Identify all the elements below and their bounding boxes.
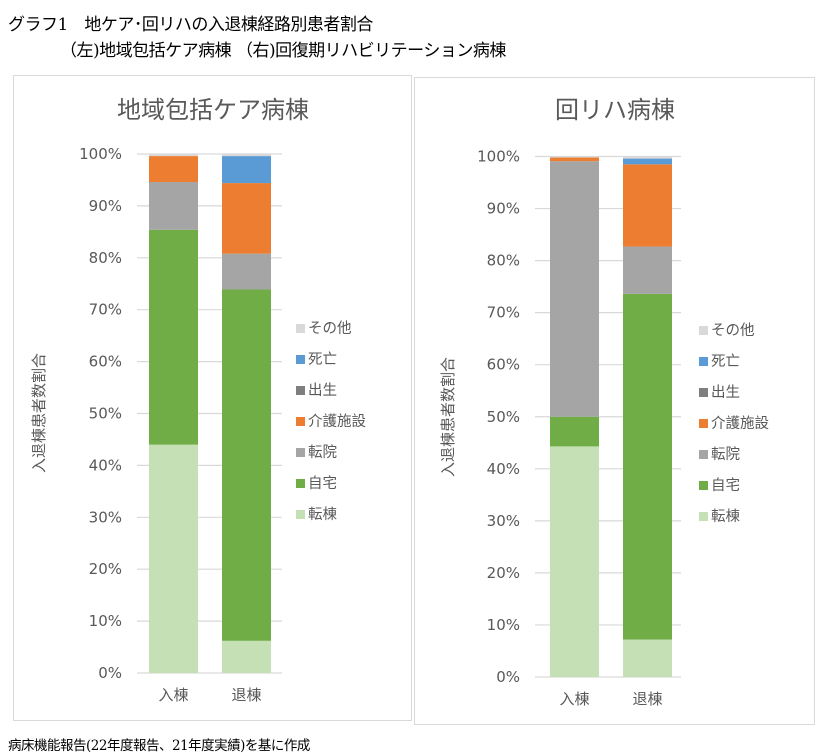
chart-left: 地域包括ケア病棟 0% 10% 20% 30% 40% 50% 60% 70% 80% 90% 100… (13, 75, 412, 721)
bar-segment-転院 (550, 161, 599, 417)
bar-segment-その他 (623, 156, 672, 159)
y-tick-label: 90% (89, 197, 122, 215)
source-note: 病床機能報告(22年度報告、21年度実績)を基に作成 (8, 738, 310, 754)
legend-swatch-出生 (699, 388, 708, 397)
legend-swatch-その他 (296, 324, 305, 333)
bar-segment-介護施設 (222, 183, 271, 254)
legend-label: 転院 (308, 444, 337, 461)
legend-label: その他 (711, 322, 755, 339)
y-tick-label: 90% (487, 200, 520, 218)
y-tick-label: 50% (487, 408, 520, 426)
legend-label: 転棟 (308, 506, 337, 523)
y-tick-label: 70% (487, 304, 520, 322)
legend-label: 自宅 (308, 475, 337, 492)
legend-label: 介護施設 (308, 413, 366, 430)
x-category-label: 入棟 (158, 686, 188, 704)
legend-swatch-死亡 (296, 355, 305, 364)
bar-segment-介護施設 (550, 157, 599, 162)
legend-swatch-転棟 (296, 510, 305, 519)
legend-label: 介護施設 (711, 415, 769, 432)
y-tick-label: 10% (89, 612, 122, 630)
bar-group-退棟 (623, 156, 672, 677)
bar-segment-自宅 (623, 293, 672, 640)
y-tick-label: 60% (89, 353, 122, 371)
y-tick-label: 30% (89, 508, 122, 526)
y-tick-label: 0% (98, 664, 122, 682)
bar-segment-その他 (149, 154, 198, 157)
legend-swatch-介護施設 (296, 417, 305, 426)
y-tick-label: 80% (89, 249, 122, 267)
y-tick-label: 60% (487, 356, 520, 374)
bar-segment-転棟 (623, 639, 672, 677)
y-tick-label: 100% (477, 148, 520, 166)
bar-group-入棟 (149, 154, 198, 673)
bar-segment-その他 (550, 156, 599, 158)
bar-segment-死亡 (222, 156, 271, 184)
y-axis-label: 入退棟患者数割合 (30, 353, 48, 473)
y-tick-label: 100% (79, 145, 122, 163)
bar-segment-介護施設 (623, 164, 672, 247)
legend-swatch-自宅 (699, 481, 708, 490)
legend-label: 死亡 (711, 353, 740, 370)
legend-swatch-転棟 (699, 512, 708, 521)
y-axis-label: 入退棟患者数割合 (439, 357, 457, 477)
y-tick-label: 40% (89, 456, 122, 474)
bar-segment-転棟 (149, 444, 198, 673)
y-tick-label: 80% (487, 252, 520, 270)
y-tick-label: 20% (487, 564, 520, 582)
bar-segment-転院 (623, 246, 672, 294)
bar-segment-転院 (222, 253, 271, 290)
legend-swatch-介護施設 (699, 419, 708, 428)
legend-swatch-その他 (699, 326, 708, 335)
bar-segment-介護施設 (149, 156, 198, 183)
bar-segment-自宅 (222, 289, 271, 641)
figure-subtitle: （左)地域包括ケア病棟 （右)回復期リハビリテーション病棟 (60, 41, 506, 61)
figure-title: グラフ1 地ケア･回リハの入退棟経路別患者割合 (8, 15, 373, 35)
chart-title: 地域包括ケア病棟 (117, 96, 309, 124)
bar-group-退棟 (222, 154, 271, 673)
legend-label: 自宅 (711, 477, 740, 494)
bar-segment-転棟 (550, 446, 599, 677)
chart-right: 回リハ病棟 0% 10% 20% 30% 40% 50% 60% 70% 80% 90% 100% 入退… (414, 77, 815, 725)
y-tick-label: 0% (496, 668, 520, 686)
legend-swatch-転院 (296, 448, 305, 457)
chart-right-svg: 回リハ病棟 0% 10% 20% 30% 40% 50% 60% 70% 80% 90% 100% 入退… (439, 96, 769, 708)
legend-swatch-転院 (699, 450, 708, 459)
legend-swatch-自宅 (296, 479, 305, 488)
legend-swatch-死亡 (699, 357, 708, 366)
chart-title: 回リハ病棟 (555, 96, 675, 124)
bar-segment-自宅 (550, 416, 599, 447)
legend-swatch-出生 (296, 386, 305, 395)
y-tick-label: 10% (487, 616, 520, 634)
y-tick-label: 30% (487, 512, 520, 530)
bar-group-入棟 (550, 156, 599, 677)
legend-label: 出生 (711, 384, 740, 401)
legend-label: 出生 (308, 382, 337, 399)
y-tick-label: 20% (89, 560, 122, 578)
y-tick-label: 40% (487, 460, 520, 478)
y-tick-label: 70% (89, 301, 122, 319)
y-tick-label: 50% (89, 405, 122, 423)
legend-label: 死亡 (308, 351, 337, 368)
x-category-label: 退棟 (632, 690, 662, 708)
x-category-label: 入棟 (559, 690, 589, 708)
bar-segment-死亡 (623, 158, 672, 165)
bar-segment-転院 (149, 182, 198, 230)
bar-segment-自宅 (149, 229, 198, 445)
legend-label: 転院 (711, 446, 740, 463)
legend-label: 転棟 (711, 508, 740, 525)
x-category-label: 退棟 (231, 686, 261, 704)
legend-label: その他 (308, 320, 352, 337)
bar-segment-転棟 (222, 640, 271, 673)
chart-left-svg: 地域包括ケア病棟 0% 10% 20% 30% 40% 50% 60% 70% 80% 90% 100… (30, 96, 366, 704)
bar-segment-その他 (222, 154, 271, 157)
